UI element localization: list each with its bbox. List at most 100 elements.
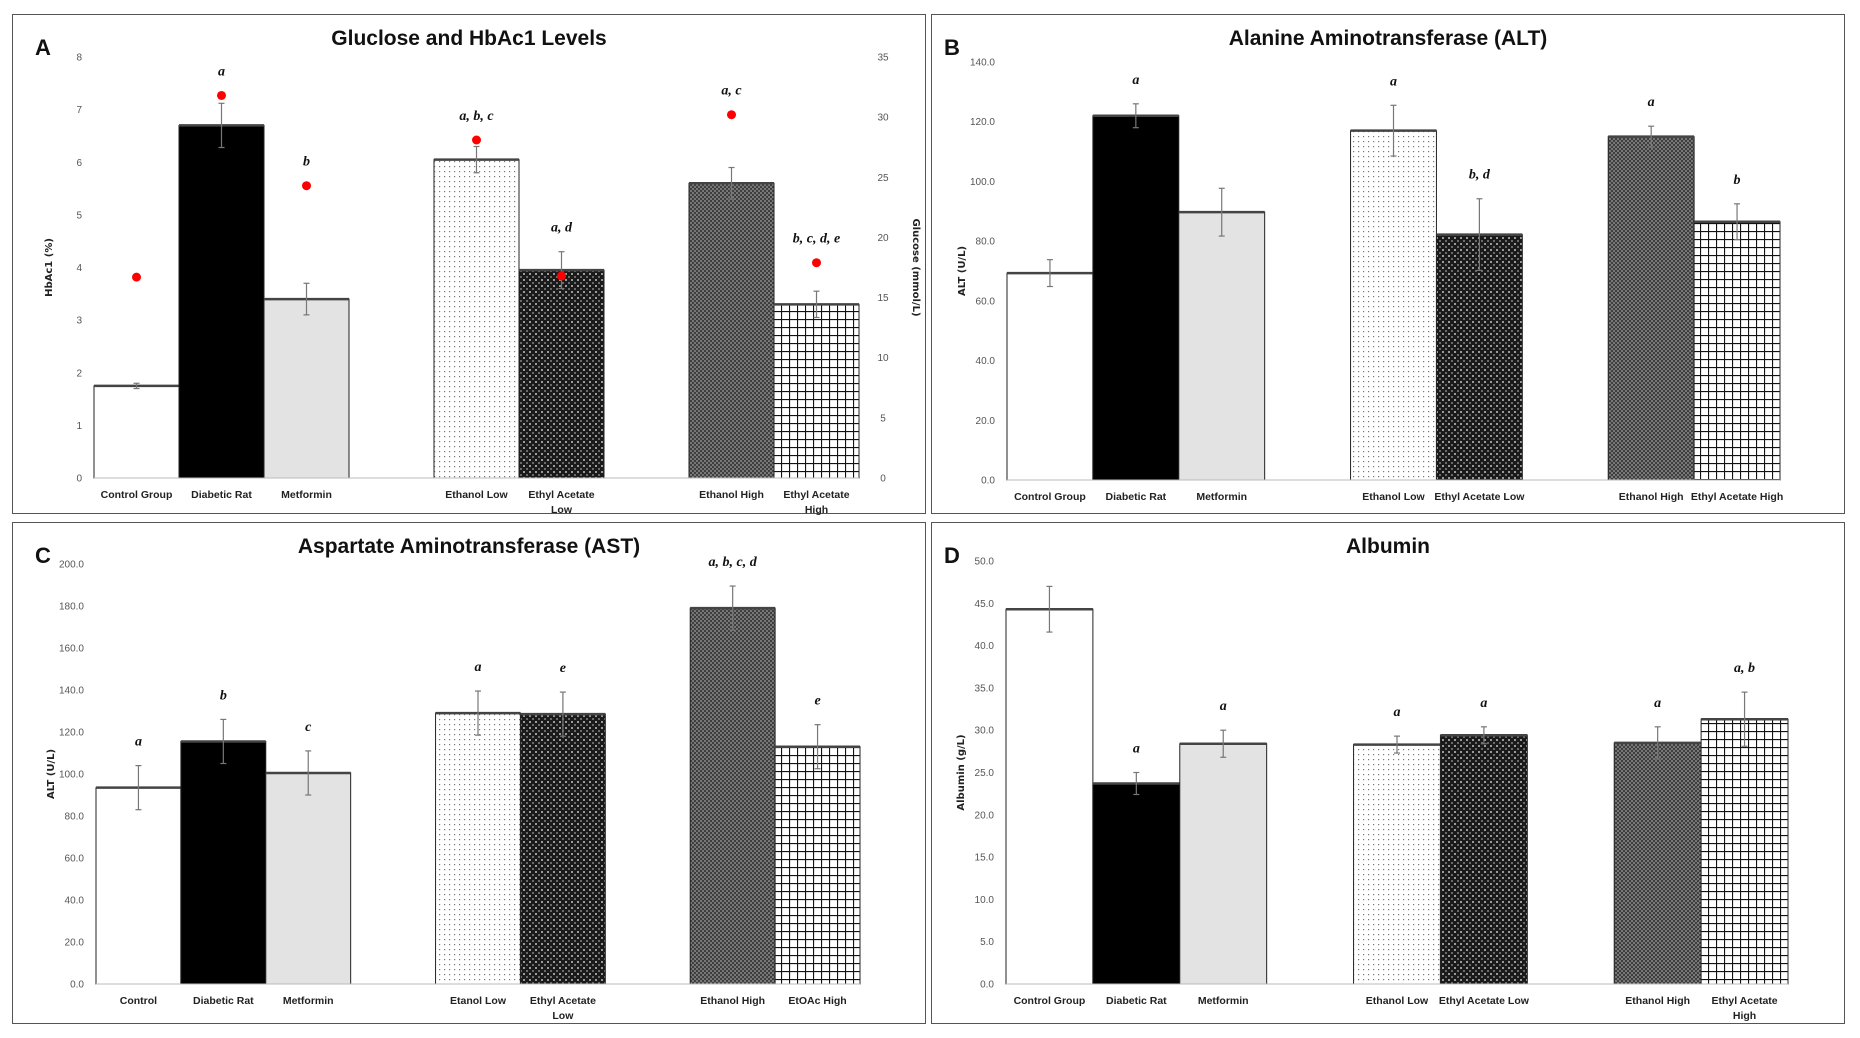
panel-c-ast: 0.0 20.0 40.0 60.0 80.0 100.0 120.0 140.0 160.0 1… — [12, 522, 926, 1024]
y-tick-label: 120.0 — [970, 117, 995, 128]
bar — [1439, 734, 1528, 985]
y-tick-label: 8 — [76, 53, 82, 64]
x-category-label-line: Ethanol High — [700, 995, 765, 1007]
y-tick-label: 3 — [76, 316, 82, 327]
significance-label: a — [1480, 696, 1487, 711]
y-tick-label: 140.0 — [970, 58, 995, 69]
glucose-point — [302, 181, 311, 191]
bar — [178, 124, 265, 479]
y-tick-label: 50.0 — [975, 557, 995, 568]
y2-tick-label: 5 — [880, 413, 886, 424]
significance-label: a — [1220, 699, 1227, 714]
bar — [1092, 115, 1180, 481]
x-category-label: Ethyl Acetate High — [1711, 995, 1777, 1022]
glucose-point — [812, 258, 821, 268]
bar — [688, 182, 775, 479]
bar — [1435, 234, 1523, 481]
x-category-label: Ethyl Acetate High — [1691, 491, 1783, 503]
x-category-label: Metformin — [283, 995, 334, 1007]
y-tick-label: 20.0 — [975, 810, 995, 821]
x-category-label: Control Group — [101, 489, 173, 501]
y-tick-label: 20.0 — [65, 938, 85, 949]
significance-label: e — [560, 661, 566, 676]
x-category-label: EtOAc High — [788, 995, 846, 1007]
x-category-label: Ethanol Low — [1362, 491, 1425, 503]
panel-letter: C — [35, 543, 51, 568]
significance-label: a, d — [551, 221, 573, 236]
y-tick-label: 200.0 — [59, 560, 84, 571]
bar — [263, 298, 350, 479]
x-category-label: Ethanol High — [1619, 491, 1684, 503]
significance-label: a — [475, 660, 482, 675]
x-category-label: Diabetic Rat — [193, 995, 254, 1007]
bar — [773, 303, 860, 479]
bar — [1179, 743, 1268, 985]
significance-label: a — [1648, 95, 1655, 110]
bar — [519, 713, 606, 985]
significance-label: a, c — [721, 84, 742, 99]
y2-tick-label: 25 — [877, 173, 889, 184]
glucose-point — [727, 110, 736, 120]
bar — [93, 385, 180, 479]
x-category-label: Ethyl Acetate Low — [530, 995, 596, 1022]
x-category-label-line: Etanol Low — [450, 995, 507, 1007]
y-tick-label: 6 — [76, 158, 82, 169]
y-tick-label: 45.0 — [975, 599, 995, 610]
y-tick-label: 4 — [76, 263, 82, 274]
x-category-label: Metformin — [1198, 995, 1249, 1007]
x-category-label: Ethanol High — [699, 489, 764, 501]
y-tick-label: 0 — [76, 474, 82, 485]
y-tick-label: 160.0 — [59, 644, 84, 655]
y-tick-label: 5.0 — [980, 937, 994, 948]
x-category-label-line: Ethanol High — [1619, 491, 1684, 503]
x-category-label-line: Control — [120, 995, 157, 1007]
x-category-label-line: Diabetic Rat — [1106, 995, 1167, 1007]
x-category-label: Ethyl Acetate Low — [1434, 491, 1525, 503]
panel-letter: B — [944, 35, 960, 60]
y-tick-label: 7 — [76, 105, 82, 116]
x-category-label-line: Ethyl Acetate — [783, 489, 849, 501]
y2-tick-label: 0 — [880, 474, 886, 485]
bar — [518, 269, 605, 479]
significance-label: a — [1654, 696, 1661, 711]
x-category-label: Ethanol Low — [1366, 995, 1429, 1007]
significance-label: a — [1394, 705, 1401, 720]
x-category-label-line: High — [1733, 1010, 1756, 1022]
significance-label: b, d — [1469, 168, 1491, 183]
bar — [265, 772, 352, 985]
y-tick-label: 1 — [76, 421, 82, 432]
y-tick-label: 0.0 — [981, 476, 995, 487]
x-category-label-line: Ethyl Acetate Low — [1434, 491, 1525, 503]
x-category-label: Diabetic Rat — [191, 489, 252, 501]
bar — [1092, 782, 1181, 985]
y2-tick-label: 15 — [877, 293, 889, 304]
y-tick-label: 0.0 — [980, 980, 994, 991]
x-category-label-line: Ethyl Acetate — [1711, 995, 1777, 1007]
x-category-label-line: Diabetic Rat — [1105, 491, 1166, 503]
chart-title: Aspartate Aminotransferase (AST) — [297, 535, 641, 558]
x-category-label-line: Control Group — [1014, 995, 1086, 1007]
y-tick-label: 100.0 — [59, 770, 84, 781]
bar — [1350, 130, 1437, 481]
y-tick-label: 30.0 — [975, 726, 995, 737]
significance-label: a — [218, 64, 225, 79]
y2-tick-label: 10 — [877, 353, 889, 364]
y-axis-label: HbAc1 (%) — [44, 238, 55, 297]
y-tick-label: 40.0 — [65, 896, 85, 907]
significance-label: b — [303, 155, 310, 170]
bar — [1178, 211, 1266, 481]
panel-letter: A — [35, 35, 51, 60]
x-category-label-line: Low — [552, 1010, 574, 1022]
x-category-label-line: Low — [551, 504, 573, 515]
x-category-label-line: Control Group — [1014, 491, 1086, 503]
x-category-label-line: Ethanol High — [699, 489, 764, 501]
y-tick-label: 2 — [76, 368, 82, 379]
y2-tick-label: 35 — [877, 53, 889, 64]
x-category-label: Diabetic Rat — [1105, 491, 1166, 503]
x-category-label: Metformin — [1196, 491, 1247, 503]
y-tick-label: 10.0 — [975, 895, 995, 906]
y2-axis-label: Glucose (mmol/L) — [910, 218, 921, 316]
significance-label: a — [135, 735, 142, 750]
x-category-label-line: Metformin — [281, 489, 332, 501]
x-category-label: Ethyl Acetate Low — [1439, 995, 1530, 1007]
